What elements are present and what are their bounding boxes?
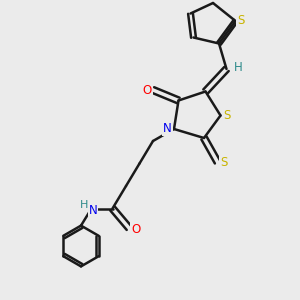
Text: O: O <box>142 83 152 97</box>
Text: N: N <box>163 122 172 136</box>
Text: H: H <box>233 61 242 74</box>
Text: S: S <box>237 14 244 28</box>
Text: S: S <box>220 155 228 169</box>
Text: N: N <box>88 203 98 217</box>
Text: O: O <box>131 223 140 236</box>
Text: S: S <box>224 109 231 122</box>
Text: H: H <box>80 200 88 210</box>
